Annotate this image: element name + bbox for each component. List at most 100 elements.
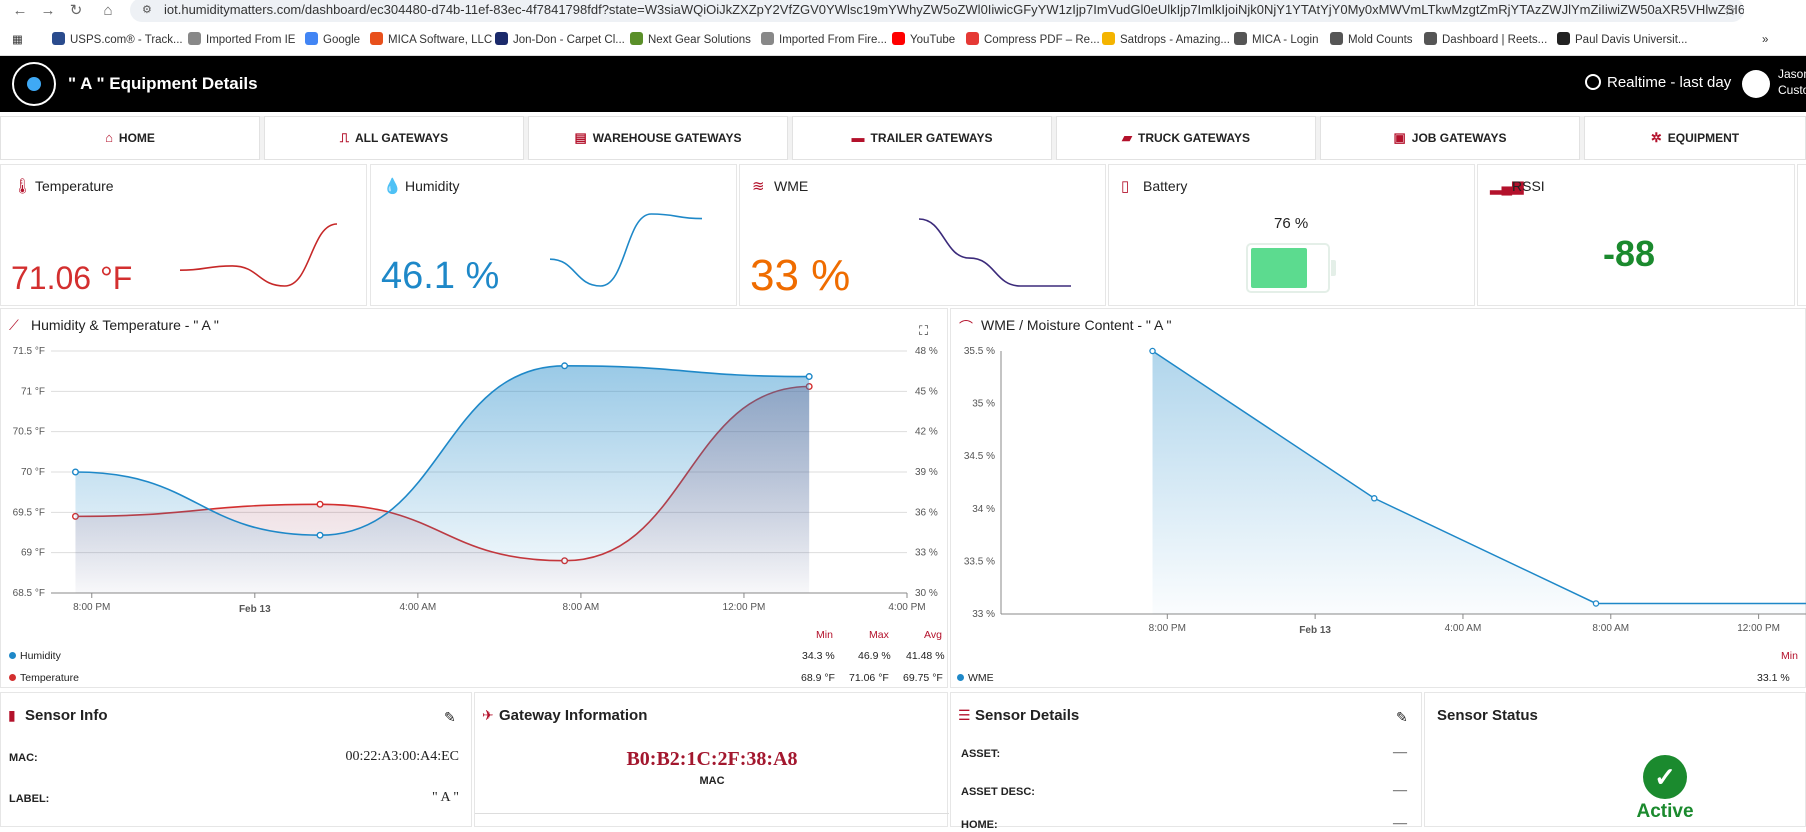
bookmark-item[interactable]: Dashboard | Reets... xyxy=(1424,31,1547,49)
x-tick-label: 8:00 AM xyxy=(1592,623,1629,634)
x-tick-label: 8:00 PM xyxy=(1149,623,1186,634)
data-point[interactable] xyxy=(1371,495,1378,502)
mac-key: MAC: xyxy=(9,752,38,764)
humidity-avg: 41.48 % xyxy=(906,650,945,662)
bookmark-favicon-icon xyxy=(966,32,979,45)
router-icon: ⎍ xyxy=(339,130,349,145)
bookmark-item[interactable]: Satdrops - Amazing... xyxy=(1102,31,1230,49)
bookmark-item[interactable]: Google xyxy=(305,31,360,49)
page-title: " A " Equipment Details xyxy=(68,74,258,93)
more-bookmarks-icon[interactable]: » xyxy=(1762,34,1769,46)
bookmark-item[interactable]: Imported From IE xyxy=(188,31,295,49)
tab-trailer-gateways[interactable]: ▬ TRAILER GATEWAYS xyxy=(792,116,1052,160)
temperature-title: Temperature xyxy=(35,178,114,194)
bookmark-item[interactable]: YouTube xyxy=(892,31,955,49)
y-left-tick-label: 69.5 °F xyxy=(13,507,45,518)
data-point[interactable] xyxy=(1149,347,1156,355)
humidity-value: 46.1 % xyxy=(381,255,500,297)
sensor-status-title: Sensor Status xyxy=(1437,707,1538,724)
bookmark-label: Imported From Fire... xyxy=(779,34,887,46)
edit-pencil-icon[interactable]: ✎ xyxy=(444,709,456,725)
data-point[interactable] xyxy=(805,373,813,381)
reload-icon[interactable]: ↻ xyxy=(69,2,83,19)
x-tick-label: 4:00 AM xyxy=(1445,623,1482,634)
bookmark-label: MICA - Login xyxy=(1252,34,1319,46)
checklist-icon: ☰ xyxy=(958,707,971,723)
tab-all-gateways[interactable]: ⎍ ALL GATEWAYS xyxy=(264,116,524,160)
wme-min: 33.1 % xyxy=(1757,672,1790,684)
x-tick-label: 8:00 PM xyxy=(73,602,110,613)
rssi-title: RSSI xyxy=(1512,178,1545,194)
bookmark-item[interactable]: Next Gear Solutions xyxy=(630,31,751,49)
forward-icon[interactable]: → xyxy=(40,2,56,19)
x-tick-label: Feb 13 xyxy=(239,604,271,615)
bookmark-item[interactable]: USPS.com® - Track... xyxy=(52,31,183,49)
bookmark-favicon-icon xyxy=(761,32,774,45)
bookmark-star-icon[interactable]: ☆ xyxy=(1723,2,1737,19)
back-icon[interactable]: ← xyxy=(12,2,28,19)
legend-temperature[interactable]: Temperature xyxy=(9,672,79,684)
stat-header-min: Min xyxy=(1781,650,1798,662)
time-window-selector[interactable]: Realtime - last day xyxy=(1585,74,1731,91)
edit-pencil-icon[interactable]: ✎ xyxy=(1396,709,1408,725)
data-point[interactable] xyxy=(71,468,79,476)
battery-fill xyxy=(1251,248,1308,288)
clock-icon xyxy=(1585,74,1601,90)
sensor-details-title: Sensor Details xyxy=(975,707,1080,724)
wme-card: ≋ WME 33 % xyxy=(739,164,1106,306)
data-point[interactable] xyxy=(1592,600,1600,607)
battery-card: ▯ Battery 76 % xyxy=(1108,164,1475,306)
humidity-matters-logo[interactable] xyxy=(12,62,56,106)
y-left-tick-label: 68.5 °F xyxy=(13,588,45,599)
legend-humidity[interactable]: Humidity xyxy=(9,650,61,662)
bookmark-item[interactable]: Mold Counts xyxy=(1330,31,1413,49)
bookmark-label: Mold Counts xyxy=(1348,34,1413,46)
trailer-icon: ▬ xyxy=(851,130,865,145)
data-point[interactable] xyxy=(561,362,569,370)
bookmark-item[interactable]: MICA Software, LLC xyxy=(370,31,492,49)
warehouse-icon: ▤ xyxy=(574,130,587,145)
sparkline-path xyxy=(179,223,338,287)
bookmark-item[interactable]: MICA - Login xyxy=(1234,31,1318,49)
bookmark-item[interactable]: Jon-Don - Carpet Cl... xyxy=(495,31,625,49)
url-bar[interactable]: ⚙ iot.humiditymatters.com/dashboard/ec30… xyxy=(130,0,1744,22)
tab-warehouse-gateways[interactable]: ▤ WAREHOUSE GATEWAYS xyxy=(528,116,788,160)
y-right-tick-label: 30 % xyxy=(915,588,938,599)
temperature-sparkline xyxy=(179,223,338,287)
document-icon: ▮ xyxy=(8,707,16,723)
fullscreen-icon[interactable]: ⛶ xyxy=(919,323,929,338)
tab-equipment[interactable]: ✲ EQUIPMENT xyxy=(1584,116,1806,160)
sparkline-path xyxy=(918,218,1071,287)
user-menu[interactable]: Jason Custo xyxy=(1778,66,1806,98)
y-tick-label: 35.5 % xyxy=(964,346,995,357)
data-point[interactable] xyxy=(316,531,324,539)
home-key: HOME: xyxy=(961,819,998,831)
humidity-max: 46.9 % xyxy=(858,650,891,662)
sensor-details-card: ☰ Sensor Details ✎ ASSET: — ASSET DESC: … xyxy=(950,692,1422,831)
apps-grid-icon[interactable]: ▦ xyxy=(12,34,23,46)
humidity-sparkline xyxy=(549,213,703,287)
bookmark-item[interactable]: Compress PDF – Re... xyxy=(966,31,1100,49)
home-browser-icon[interactable]: ⌂ xyxy=(103,2,113,19)
tab-label: ALL GATEWAYS xyxy=(354,131,449,145)
check-circle-icon: ✓ xyxy=(1643,755,1687,799)
data-point[interactable] xyxy=(316,500,324,508)
signal-bars-icon: ▂▄▆ xyxy=(1490,178,1524,195)
tab-truck-gateways[interactable]: ▰ TRUCK GATEWAYS xyxy=(1056,116,1316,160)
gateway-info-card: ✈ Gateway Information B0:B2:1C:2F:38:A8 … xyxy=(474,692,949,827)
account-circle-icon[interactable] xyxy=(1742,70,1770,98)
bookmark-item[interactable]: Paul Davis Universit... xyxy=(1557,31,1687,49)
bookmark-label: Google xyxy=(323,34,361,46)
legend-wme[interactable]: WME xyxy=(957,672,994,684)
gateway-info-title: Gateway Information xyxy=(499,707,648,724)
line-chart-icon: ⟋ xyxy=(9,317,19,333)
bookmark-item[interactable]: Imported From Fire... xyxy=(761,31,887,49)
y-left-tick-label: 69 °F xyxy=(21,548,45,559)
site-info-icon[interactable]: ⚙ xyxy=(142,4,152,16)
tab-home[interactable]: ⌂ HOME xyxy=(0,116,260,160)
y-tick-label: 34.5 % xyxy=(964,451,995,462)
briefcase-icon: ▣ xyxy=(1393,130,1406,145)
humidity-temperature-panel: ⟋ Humidity & Temperature - " A " ⛶ 71.5 … xyxy=(0,308,948,688)
rssi-card: ▂▄▆ RSSI -88 xyxy=(1477,164,1795,306)
tab-job-gateways[interactable]: ▣ JOB GATEWAYS xyxy=(1320,116,1580,160)
